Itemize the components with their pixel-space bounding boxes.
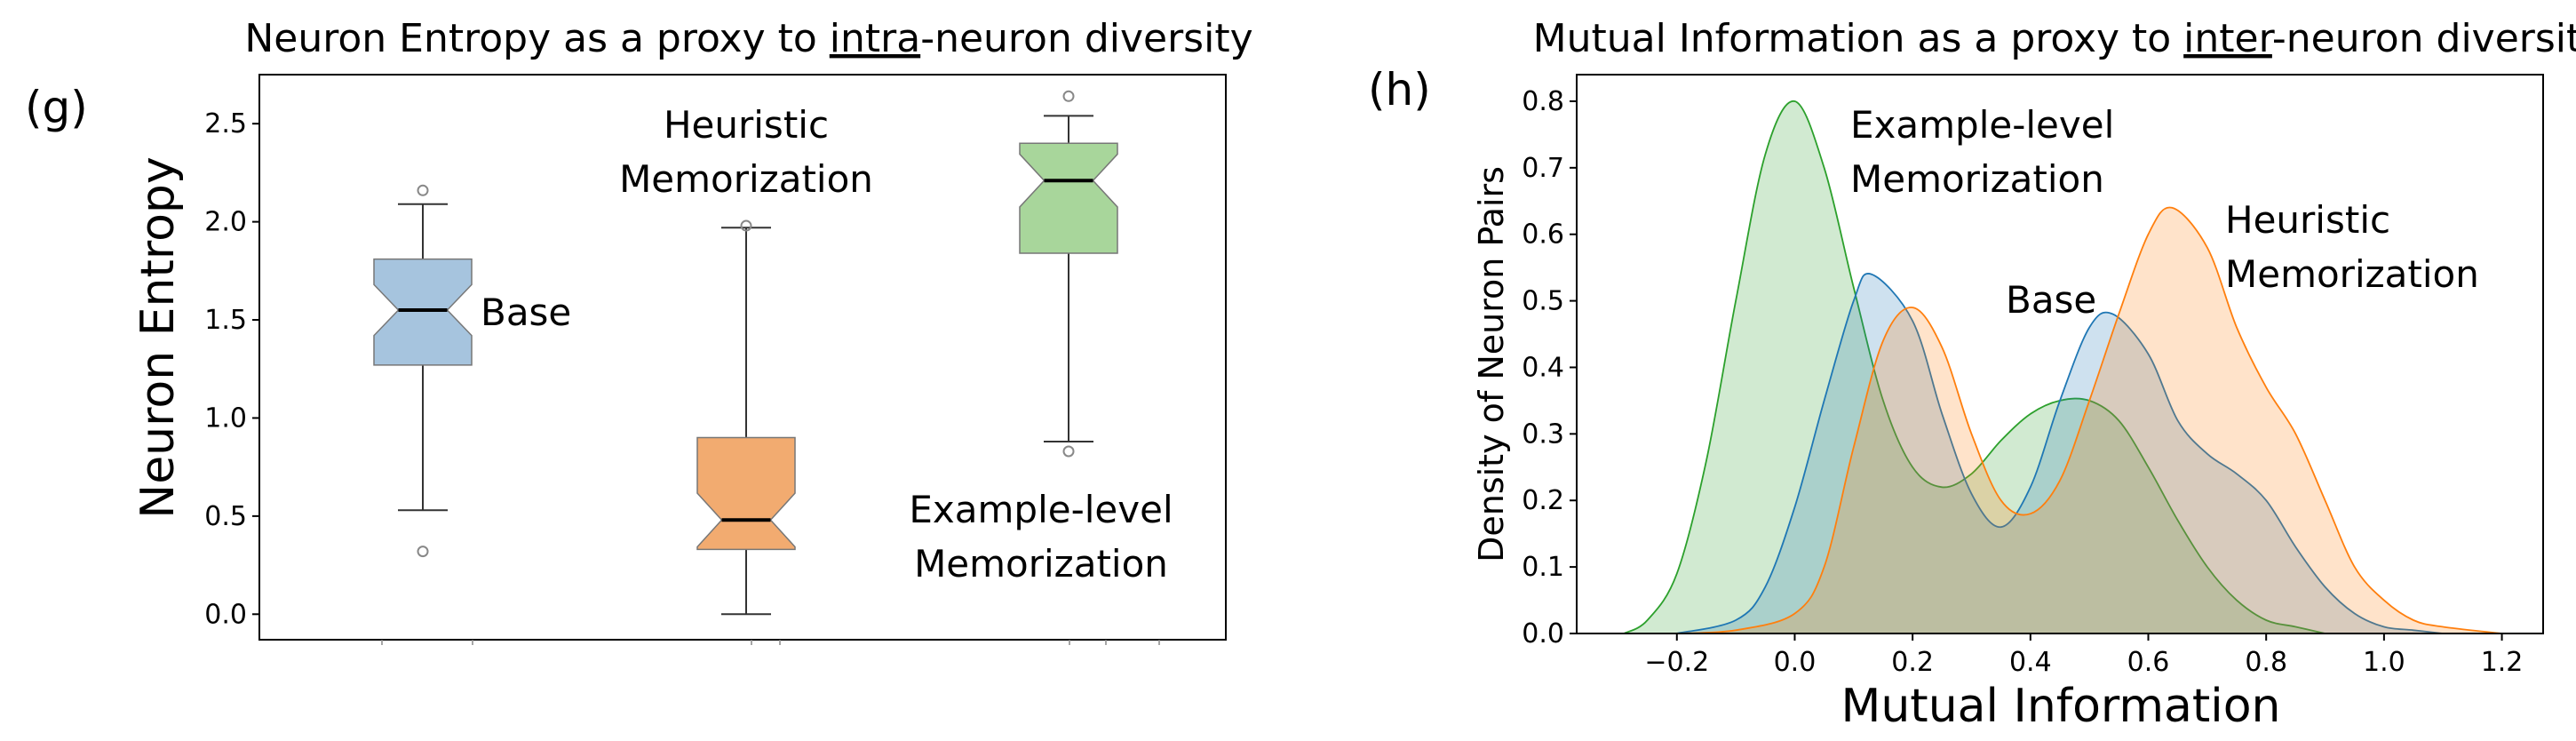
panel-h-ytick-label: 0.8	[1522, 86, 1564, 117]
panel-h-ytick-label: 0.0	[1522, 618, 1564, 649]
panel-h-ytick-label: 0.1	[1522, 552, 1564, 583]
panel-h-xtick-label: 0.0	[1774, 647, 1817, 678]
density-area-heuristic	[1676, 207, 2502, 633]
panel-h-ytick-label: 0.7	[1522, 153, 1564, 184]
panel-g-label: (g)	[25, 82, 88, 133]
panel-h-ytick-label: 0.5	[1522, 286, 1564, 317]
panel-h-frame	[1576, 74, 2544, 634]
panel-g-ytick-label: 2.5	[204, 108, 247, 139]
density-line-example	[1623, 100, 2326, 634]
panel-h-ytick-label: 0.4	[1522, 352, 1564, 383]
panel-h-xtick-label: 1.0	[2363, 647, 2405, 678]
box-label-base: Base	[481, 291, 571, 334]
panel-h-title-underlined: inter	[2183, 16, 2275, 61]
panel-h-title: Mutual Information as a proxy to inter-n…	[1533, 16, 2576, 61]
panel-h-xtick-label: 0.4	[2009, 647, 2052, 678]
panel-h-label: (h)	[1368, 64, 1431, 116]
box-outlier	[1062, 90, 1075, 102]
panel-h-ytick-label: 0.2	[1522, 485, 1564, 516]
panel-g-title-post: -neuron diversity	[920, 16, 1252, 61]
panel-h-title-post: -neuron diversity	[2272, 16, 2576, 61]
panel-g: (g) Neuron Entropy as a proxy to intra-n…	[25, 16, 1253, 645]
panel-g-title-pre: Neuron Entropy as a proxy to	[244, 16, 829, 61]
density-line-base	[1676, 272, 2444, 634]
density-label-base: Base	[2006, 278, 2096, 322]
density-area-example	[1624, 100, 2326, 633]
panel-g-ytick-label: 0.5	[204, 501, 247, 532]
panel-g-ylabel: Neuron Entropy	[131, 156, 185, 518]
panel-h-xtick-label: −0.2	[1644, 647, 1709, 678]
density-label-heuristic: Heuristic	[2225, 198, 2390, 242]
box-outlier	[740, 219, 752, 232]
panel-h-xtick-label: 1.2	[2481, 647, 2524, 678]
panel-h-ytick-label: 0.6	[1522, 219, 1564, 251]
panel-h: (h) Mutual Information as a proxy to int…	[1368, 16, 2576, 733]
panel-g-title: Neuron Entropy as a proxy to intra-neuro…	[244, 16, 1252, 61]
panel-g-frame	[258, 74, 1227, 641]
box-label-heuristic: Heuristic	[664, 103, 829, 147]
panel-h-ytick-label: 0.3	[1522, 418, 1564, 450]
panel-h-xtick-label: 0.6	[2127, 647, 2170, 678]
panel-g-ytick-label: 2.0	[204, 207, 247, 238]
box-label-example: Memorization	[914, 542, 1168, 586]
box-example	[1019, 142, 1118, 254]
box-outlier	[1062, 445, 1075, 458]
panel-h-xlabel: Mutual Information	[1841, 680, 2280, 733]
panel-h-ylabel: Density of Neuron Pairs	[1472, 166, 1511, 562]
panel-h-xtick-label: 0.8	[2245, 647, 2287, 678]
density-line-heuristic	[1676, 206, 2502, 634]
panel-h-title-pre: Mutual Information as a proxy to	[1533, 16, 2184, 61]
panel-g-ytick-label: 1.0	[204, 402, 247, 434]
panel-g-title-underlined: intra	[830, 16, 920, 61]
density-label-heuristic: Memorization	[2225, 252, 2479, 296]
box-label-heuristic: Memorization	[619, 157, 873, 201]
density-label-example: Memorization	[1850, 157, 2104, 201]
panel-h-xtick-label: 0.2	[1891, 647, 1934, 678]
box-label-example: Example-level	[909, 488, 1173, 531]
density-area-base	[1676, 273, 2444, 633]
box-outlier	[417, 546, 429, 558]
box-outlier	[417, 184, 429, 196]
box-heuristic	[696, 436, 796, 551]
panel-g-ytick-label: 0.0	[204, 599, 247, 630]
box-base	[373, 258, 473, 366]
density-label-example: Example-level	[1850, 103, 2114, 147]
panel-g-ytick-label: 1.5	[204, 305, 247, 336]
